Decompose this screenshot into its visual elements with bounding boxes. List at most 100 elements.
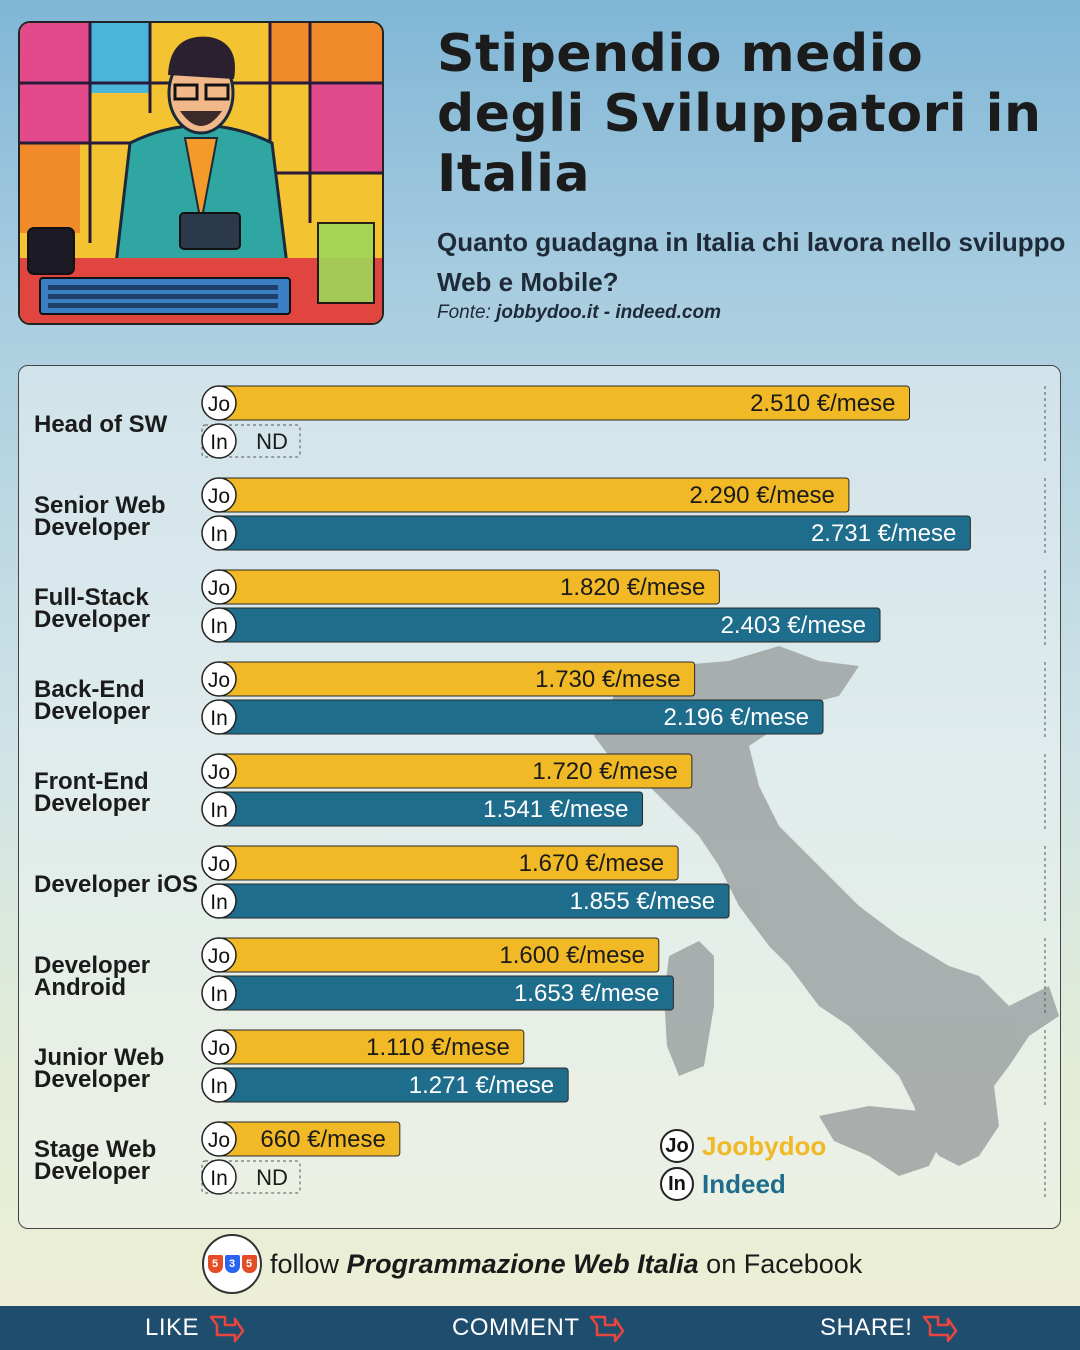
source-badge-joobydoo-3 bbox=[201, 661, 237, 697]
category-label-8-1: Developer bbox=[34, 1158, 150, 1185]
source-badge-joobydoo-4 bbox=[201, 753, 237, 789]
legend-item-joobydoo: Jo Joobydoo bbox=[660, 1127, 826, 1165]
source-badge-joobydoo-2 bbox=[201, 569, 237, 605]
source-badge-label-indeed-8: In bbox=[210, 1167, 228, 1190]
source-badge-indeed-6 bbox=[201, 975, 237, 1011]
source-badge-joobydoo-1 bbox=[201, 477, 237, 513]
bar-value-label-indeed-1: 2.731 €/mese bbox=[811, 520, 956, 547]
source-badge-label-indeed-4: In bbox=[210, 799, 228, 822]
legend-badge-indeed: In bbox=[660, 1167, 694, 1201]
category-label-7-0: Junior Web bbox=[34, 1044, 164, 1071]
source-badge-label-indeed-5: In bbox=[210, 891, 228, 914]
comment-label: COMMENT bbox=[452, 1314, 580, 1341]
source-badge-joobydoo-5 bbox=[201, 845, 237, 881]
bar-value-label-joobydoo-2: 1.820 €/mese bbox=[560, 574, 705, 601]
category-label-3-0: Back-End bbox=[34, 676, 145, 703]
developer-illustration bbox=[18, 21, 384, 325]
category-label-8-0: Stage Web bbox=[34, 1136, 156, 1163]
legend-label-joobydoo: Joobydoo bbox=[702, 1130, 827, 1161]
like-label: LIKE bbox=[145, 1314, 200, 1341]
page-name-link[interactable]: Programmazione Web Italia bbox=[346, 1248, 699, 1279]
bottom-action-bar: LIKE COMMENT SHARE! bbox=[0, 1306, 1080, 1350]
html5-shield-icon: 5 bbox=[207, 1255, 223, 1273]
bar-value-label-joobydoo-7: 1.110 €/mese bbox=[366, 1034, 510, 1061]
source-badge-indeed-1 bbox=[201, 515, 237, 551]
bar-value-label-indeed-7: 1.271 €/mese bbox=[409, 1072, 554, 1099]
source-badge-label-joobydoo-5: Jo bbox=[208, 853, 230, 876]
arrow-down-right-icon-2 bbox=[590, 1315, 625, 1343]
bar-value-label-indeed-6: 1.653 €/mese bbox=[514, 980, 659, 1007]
source-badge-label-joobydoo-3: Jo bbox=[208, 669, 230, 692]
css3-shield-icon: 3 bbox=[224, 1255, 240, 1273]
category-label-5-0: Developer iOS bbox=[34, 871, 198, 898]
follow-line[interactable]: 5 3 5 follow Programmazione Web Italia o… bbox=[202, 1234, 862, 1294]
category-label-4-0: Front-End bbox=[34, 768, 149, 795]
source-prefix: Fonte: bbox=[437, 302, 491, 323]
source-badge-label-joobydoo-4: Jo bbox=[208, 761, 230, 784]
source-badge-joobydoo-0 bbox=[201, 385, 237, 421]
source-badge-label-joobydoo-6: Jo bbox=[208, 945, 230, 968]
source-badge-indeed-7 bbox=[201, 1067, 237, 1103]
page-subtitle: Quanto guadagna in Italia chi lavora nel… bbox=[437, 227, 1066, 297]
bar-value-label-indeed-4: 1.541 €/mese bbox=[483, 796, 628, 823]
like-button[interactable]: LIKE bbox=[145, 1306, 245, 1350]
source-badge-indeed-3 bbox=[201, 699, 237, 735]
category-label-6-0: Developer bbox=[34, 952, 150, 979]
arrow-down-right-icon-3 bbox=[923, 1315, 958, 1343]
source-badge-indeed-0 bbox=[201, 423, 237, 459]
share-button[interactable]: SHARE! bbox=[820, 1306, 958, 1350]
comment-button[interactable]: COMMENT bbox=[452, 1306, 625, 1350]
source-badge-indeed-5 bbox=[201, 883, 237, 919]
category-label-3-1: Developer bbox=[34, 698, 150, 725]
chart-legend: Jo Joobydoo In Indeed bbox=[660, 1127, 826, 1203]
bar-value-label-joobydoo-8: 660 €/mese bbox=[260, 1126, 385, 1153]
source-note: Fonte: jobbydoo.it - indeed.com bbox=[437, 302, 721, 324]
source-badge-label-joobydoo-1: Jo bbox=[208, 485, 230, 508]
italy-map-background bbox=[594, 646, 1059, 1176]
source-badge-label-joobydoo-0: Jo bbox=[208, 393, 230, 416]
source-badge-label-joobydoo-7: Jo bbox=[208, 1037, 230, 1060]
bar-value-label-joobydoo-6: 1.600 €/mese bbox=[499, 942, 644, 969]
html5-shield-icon-2: 5 bbox=[241, 1255, 257, 1273]
source-badge-label-indeed-1: In bbox=[210, 523, 228, 546]
source-badge-indeed-8 bbox=[201, 1159, 237, 1195]
source-badge-label-indeed-6: In bbox=[210, 983, 228, 1006]
source-badge-joobydoo-6 bbox=[201, 937, 237, 973]
category-label-2-0: Full-Stack bbox=[34, 584, 149, 611]
category-label-4-1: Developer bbox=[34, 790, 150, 817]
source-badge-indeed-2 bbox=[201, 607, 237, 643]
nd-label-indeed-0: ND bbox=[256, 429, 288, 454]
bar-value-label-joobydoo-3: 1.730 €/mese bbox=[535, 666, 680, 693]
legend-item-indeed: In Indeed bbox=[660, 1165, 826, 1203]
developer-illustration-art bbox=[20, 23, 382, 323]
share-label: SHARE! bbox=[820, 1314, 913, 1341]
bar-value-label-joobydoo-5: 1.670 €/mese bbox=[519, 850, 664, 877]
source-badge-label-indeed-2: In bbox=[210, 615, 228, 638]
source-text: jobbydoo.it - indeed.com bbox=[496, 302, 721, 323]
page-title: Stipendio medio degli Sviluppatori in It… bbox=[437, 24, 1042, 204]
bar-value-label-joobydoo-1: 2.290 €/mese bbox=[689, 482, 834, 509]
bar-value-label-indeed-2: 2.403 €/mese bbox=[721, 612, 866, 639]
bar-value-label-joobydoo-0: 2.510 €/mese bbox=[750, 390, 895, 417]
source-badge-joobydoo-8 bbox=[201, 1121, 237, 1157]
source-badge-label-indeed-0: In bbox=[210, 431, 228, 454]
follow-suffix: on Facebook bbox=[706, 1248, 863, 1279]
legend-badge-joobydoo: Jo bbox=[660, 1129, 694, 1163]
category-label-6-1: Android bbox=[34, 974, 126, 1001]
source-badge-label-indeed-3: In bbox=[210, 707, 228, 730]
nd-label-indeed-8: ND bbox=[256, 1165, 288, 1190]
legend-label-indeed: Indeed bbox=[702, 1168, 786, 1199]
follow-text: follow Programmazione Web Italia on Face… bbox=[270, 1249, 862, 1280]
source-badge-label-indeed-7: In bbox=[210, 1075, 228, 1098]
category-label-2-1: Developer bbox=[34, 606, 150, 633]
bar-value-label-indeed-5: 1.855 €/mese bbox=[570, 888, 715, 915]
source-badge-label-joobydoo-2: Jo bbox=[208, 577, 230, 600]
category-label-1-0: Senior Web bbox=[34, 492, 166, 519]
source-badge-joobydoo-7 bbox=[201, 1029, 237, 1065]
bar-value-label-joobydoo-4: 1.720 €/mese bbox=[532, 758, 677, 785]
category-label-7-1: Developer bbox=[34, 1066, 150, 1093]
page-logo: 5 3 5 bbox=[202, 1234, 262, 1294]
follow-prefix: follow bbox=[270, 1248, 340, 1279]
category-label-1-1: Developer bbox=[34, 514, 150, 541]
